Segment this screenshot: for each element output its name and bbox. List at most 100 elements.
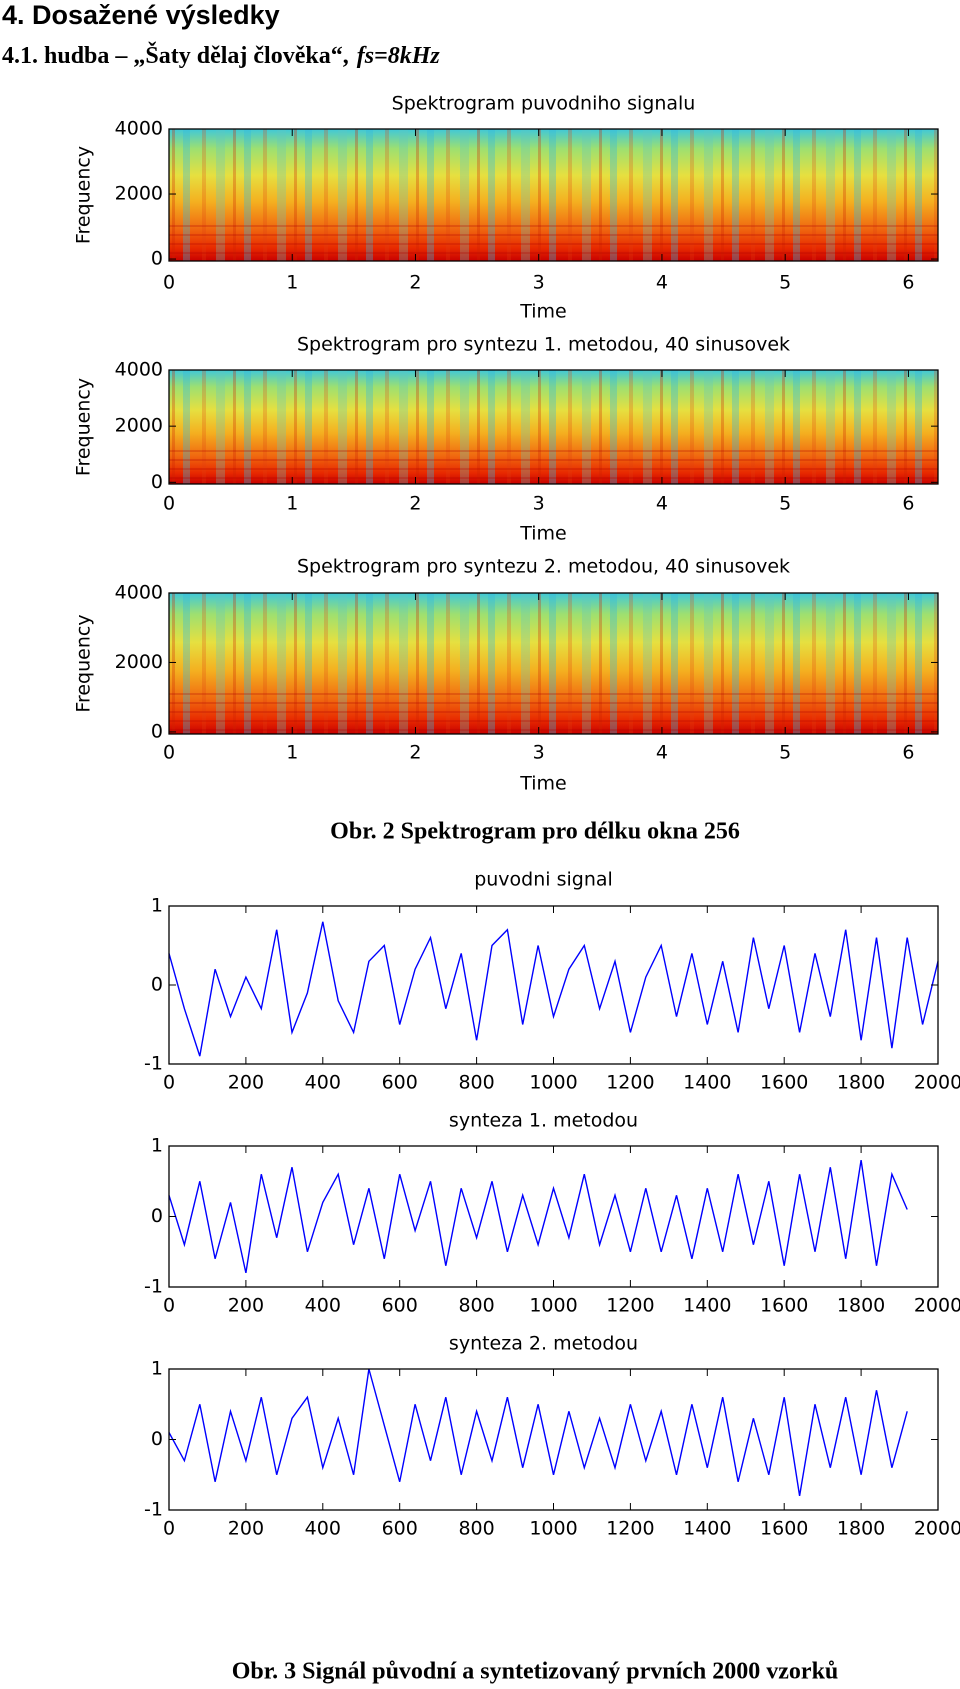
x-tick-label: 800 bbox=[458, 1518, 494, 1540]
subheading-param: fs=8kHz bbox=[357, 43, 441, 69]
chart: synteza 2. metodou 0 200 400 600 800 1000 1200 1… bbox=[144, 1333, 960, 1540]
x-tick-label: 1800 bbox=[837, 1295, 885, 1317]
x-tick-label: 6 bbox=[902, 493, 914, 515]
y-tick-label: 4000 bbox=[115, 582, 163, 604]
x-tick-label: 1200 bbox=[606, 1295, 654, 1317]
signal-line bbox=[168, 1159, 908, 1274]
spectrogram-texture bbox=[169, 691, 938, 734]
x-tick-label: 1800 bbox=[837, 1518, 885, 1540]
x-tick-label: 2 bbox=[409, 493, 421, 515]
x-tick-label: 1600 bbox=[760, 1518, 808, 1540]
x-tick-label: 600 bbox=[382, 1072, 418, 1094]
y-tick-label: 1 bbox=[151, 895, 163, 917]
y-tick-label: 2000 bbox=[115, 183, 163, 205]
x-tick-label: 2 bbox=[409, 272, 421, 294]
chart: puvodni signal 0 200 400 600 800 1000 1200 1400 1… bbox=[144, 869, 960, 1094]
y-tick-label: 0 bbox=[151, 720, 163, 742]
x-tick-label: 200 bbox=[228, 1295, 264, 1317]
x-tick-label: 3 bbox=[533, 272, 545, 294]
x-tick-label: 6 bbox=[902, 272, 914, 294]
x-tick-label: 600 bbox=[382, 1518, 418, 1540]
x-tick-label: 1 bbox=[286, 272, 298, 294]
plot-area bbox=[169, 1369, 938, 1510]
x-tick-label: 0 bbox=[163, 1072, 175, 1094]
x-tick-label: 1600 bbox=[760, 1072, 808, 1094]
x-tick-label: 1400 bbox=[683, 1295, 731, 1317]
x-tick-label: 5 bbox=[779, 742, 791, 764]
x-tick-label: 4 bbox=[656, 272, 668, 294]
x-tick-label: 1400 bbox=[683, 1518, 731, 1540]
x-tick-label: 1000 bbox=[529, 1072, 577, 1094]
x-tick-label: 1600 bbox=[760, 1295, 808, 1317]
chart-title: puvodni signal bbox=[474, 869, 613, 891]
x-tick-label: 0 bbox=[163, 1518, 175, 1540]
x-tick-label: 1 bbox=[286, 493, 298, 515]
y-tick-label: 1 bbox=[151, 1135, 163, 1157]
chart-title: synteza 1. metodou bbox=[449, 1110, 638, 1132]
y-tick-label: 0 bbox=[151, 248, 163, 270]
x-tick-label: 800 bbox=[458, 1072, 494, 1094]
y-tick-label: 0 bbox=[151, 471, 163, 493]
x-tick-label: 3 bbox=[533, 493, 545, 515]
x-tick-label: 1200 bbox=[606, 1072, 654, 1094]
axes-box bbox=[168, 592, 939, 735]
y-tick-label: 2000 bbox=[115, 651, 163, 673]
y-tick-label: -1 bbox=[144, 1276, 163, 1298]
y-tick-label: 0 bbox=[151, 1205, 163, 1227]
x-tick-label: 200 bbox=[228, 1072, 264, 1094]
x-tick-label: 4 bbox=[656, 493, 668, 515]
y-axis-label: Frequency bbox=[73, 378, 95, 476]
y-axis-label: Frequency bbox=[73, 614, 95, 712]
x-tick-label: 0 bbox=[163, 1295, 175, 1317]
chart-title: synteza 2. metodou bbox=[449, 1333, 638, 1355]
axes-box bbox=[168, 369, 939, 485]
spectrogram-texture bbox=[169, 221, 938, 261]
y-axis-label: Frequency bbox=[73, 146, 95, 244]
x-tick-label: 800 bbox=[458, 1295, 494, 1317]
y-tick-label: -1 bbox=[144, 1053, 163, 1075]
x-tick-label: 3 bbox=[533, 742, 545, 764]
x-tick-label: 2000 bbox=[914, 1295, 960, 1317]
x-tick-label: 0 bbox=[163, 493, 175, 515]
spectrogram-texture bbox=[169, 449, 938, 484]
chart: Spektrogram puvodniho signalu 0 1 2 3 4 5 6 0 200… bbox=[73, 93, 939, 323]
x-tick-label: 1200 bbox=[606, 1518, 654, 1540]
x-tick-label: 6 bbox=[902, 742, 914, 764]
axes-box bbox=[168, 128, 939, 262]
x-tick-label: 4 bbox=[656, 742, 668, 764]
x-axis-label: Time bbox=[519, 523, 567, 545]
chart-title: Spektrogram pro syntezu 2. metodou, 40 s… bbox=[297, 556, 790, 578]
signal-line bbox=[168, 1368, 908, 1497]
x-axis-label: Time bbox=[519, 773, 567, 795]
y-tick-label: 1 bbox=[151, 1358, 163, 1380]
y-tick-label: -1 bbox=[144, 1499, 163, 1521]
caption: Obr. 3 Signál původní a syntetizovaný pr… bbox=[232, 1659, 839, 1685]
y-tick-label: 4000 bbox=[115, 118, 163, 140]
x-tick-label: 400 bbox=[305, 1518, 341, 1540]
heading: 4. Dosažené výsledky bbox=[2, 0, 280, 30]
caption: Obr. 2 Spektrogram pro délku okna 256 bbox=[330, 819, 740, 845]
x-tick-label: 2 bbox=[409, 742, 421, 764]
chart-title: Spektrogram pro syntezu 1. metodou, 40 s… bbox=[297, 334, 790, 356]
y-tick-label: 0 bbox=[151, 1428, 163, 1450]
x-tick-label: 1000 bbox=[529, 1295, 577, 1317]
x-tick-label: 400 bbox=[305, 1295, 341, 1317]
x-tick-label: 1000 bbox=[529, 1518, 577, 1540]
y-tick-label: 2000 bbox=[115, 415, 163, 437]
chart: synteza 1. metodou 0 200 400 600 800 1000 1200 1… bbox=[144, 1110, 960, 1317]
signal-line bbox=[168, 921, 939, 1057]
plot-area bbox=[169, 906, 938, 1064]
x-tick-label: 2000 bbox=[914, 1072, 960, 1094]
subheading-text: 4.1. hudba – „Šaty dělaj člověka“, bbox=[2, 42, 349, 69]
plot-area bbox=[169, 1146, 938, 1287]
x-tick-label: 1 bbox=[286, 742, 298, 764]
x-tick-label: 2000 bbox=[914, 1518, 960, 1540]
x-tick-label: 0 bbox=[163, 742, 175, 764]
x-tick-label: 1800 bbox=[837, 1072, 885, 1094]
x-tick-label: 5 bbox=[779, 493, 791, 515]
chart: Spektrogram pro syntezu 1. metodou, 40 s… bbox=[73, 334, 939, 545]
chart: Spektrogram pro syntezu 2. metodou, 40 s… bbox=[73, 556, 939, 795]
x-tick-label: 200 bbox=[228, 1518, 264, 1540]
x-tick-label: 1400 bbox=[683, 1072, 731, 1094]
